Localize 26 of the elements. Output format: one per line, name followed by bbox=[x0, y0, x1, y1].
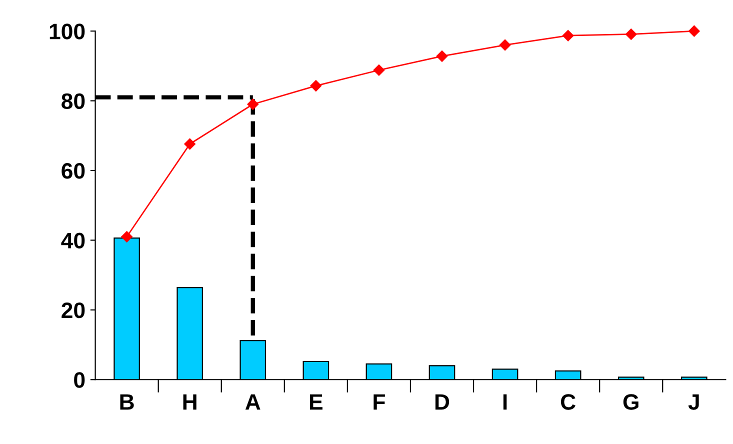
x-tick-label: D bbox=[435, 394, 450, 410]
x-tick-label: A bbox=[245, 394, 260, 410]
point bbox=[247, 98, 258, 110]
point bbox=[121, 231, 132, 242]
point bbox=[499, 39, 511, 51]
point bbox=[310, 80, 322, 92]
y-tick-label: 20 bbox=[62, 302, 85, 318]
y-tick-label: 0 bbox=[74, 372, 85, 388]
x-tick-label: B bbox=[120, 394, 134, 410]
point bbox=[626, 28, 637, 40]
x-tick-label: F bbox=[374, 394, 385, 410]
x-tick-label: C bbox=[560, 394, 576, 410]
point bbox=[436, 50, 448, 62]
point bbox=[562, 30, 574, 42]
x-tick-label: E bbox=[310, 394, 322, 410]
y-tick-label: 60 bbox=[62, 163, 85, 179]
x-tick-label: H bbox=[183, 394, 196, 410]
x-tick-label: I bbox=[503, 394, 507, 410]
y-tick-label: 100 bbox=[50, 24, 85, 40]
point bbox=[688, 25, 700, 37]
y-tick-label: 80 bbox=[62, 93, 85, 110]
point bbox=[373, 64, 385, 76]
y-tick-label: 40 bbox=[61, 232, 85, 248]
point bbox=[184, 138, 196, 150]
x-tick-label: G bbox=[623, 394, 638, 410]
x-tick-label: J bbox=[688, 394, 699, 410]
